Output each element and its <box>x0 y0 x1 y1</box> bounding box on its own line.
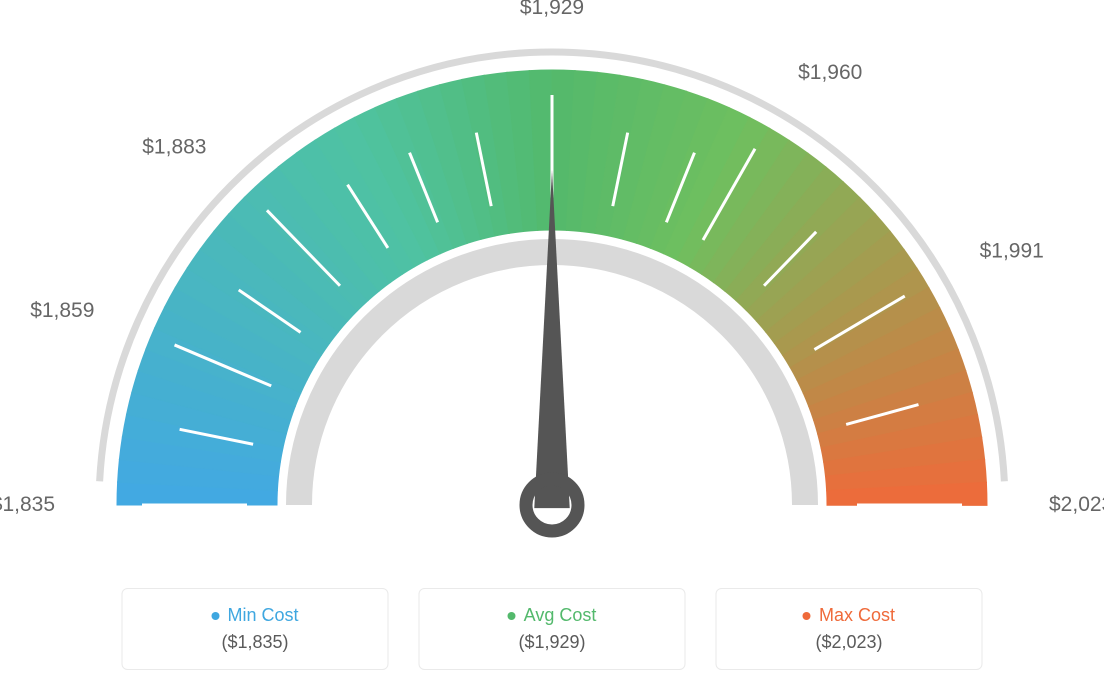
gauge-chart: $1,835 $1,859 $1,883 $1,929 $1,960 $1,991 $2,0… <box>0 0 1104 560</box>
legend-dot-max <box>803 612 811 620</box>
legend-value-avg: ($1,929) <box>518 632 585 653</box>
legend-value-min: ($1,835) <box>221 632 288 653</box>
legend-card-max: Max Cost ($2,023) <box>716 588 983 670</box>
gauge-tick-label: $2,023 <box>1049 493 1104 516</box>
gauge-tick-label: $1,835 <box>0 493 55 516</box>
legend-card-min: Min Cost ($1,835) <box>122 588 389 670</box>
legend-label-min: Min Cost <box>227 605 298 626</box>
legend-dot-avg <box>508 612 516 620</box>
legend-dot-min <box>211 612 219 620</box>
legend-label-avg: Avg Cost <box>524 605 597 626</box>
gauge-tick-label: $1,883 <box>142 136 206 159</box>
legend-card-avg: Avg Cost ($1,929) <box>419 588 686 670</box>
gauge-tick-label: $1,960 <box>798 61 862 84</box>
legend-value-max: ($2,023) <box>815 632 882 653</box>
legend: Min Cost ($1,835) Avg Cost ($1,929) Max … <box>122 588 983 670</box>
legend-label-max: Max Cost <box>819 605 895 626</box>
gauge-tick-label: $1,859 <box>30 299 94 322</box>
gauge-tick-label: $1,929 <box>520 0 584 19</box>
gauge-tick-label: $1,991 <box>980 240 1044 263</box>
